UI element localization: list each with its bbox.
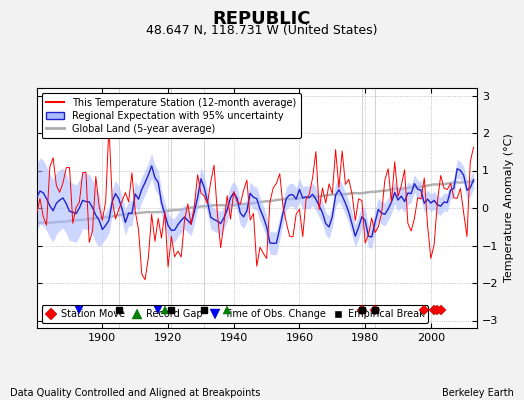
Y-axis label: Temperature Anomaly (°C): Temperature Anomaly (°C) (504, 134, 514, 282)
Text: REPUBLIC: REPUBLIC (213, 10, 311, 28)
Text: 48.647 N, 118.731 W (United States): 48.647 N, 118.731 W (United States) (146, 24, 378, 37)
Legend: Station Move, Record Gap, Time of Obs. Change, Empirical Break: Station Move, Record Gap, Time of Obs. C… (41, 305, 428, 323)
Text: Data Quality Controlled and Aligned at Breakpoints: Data Quality Controlled and Aligned at B… (10, 388, 261, 398)
Text: Berkeley Earth: Berkeley Earth (442, 388, 514, 398)
